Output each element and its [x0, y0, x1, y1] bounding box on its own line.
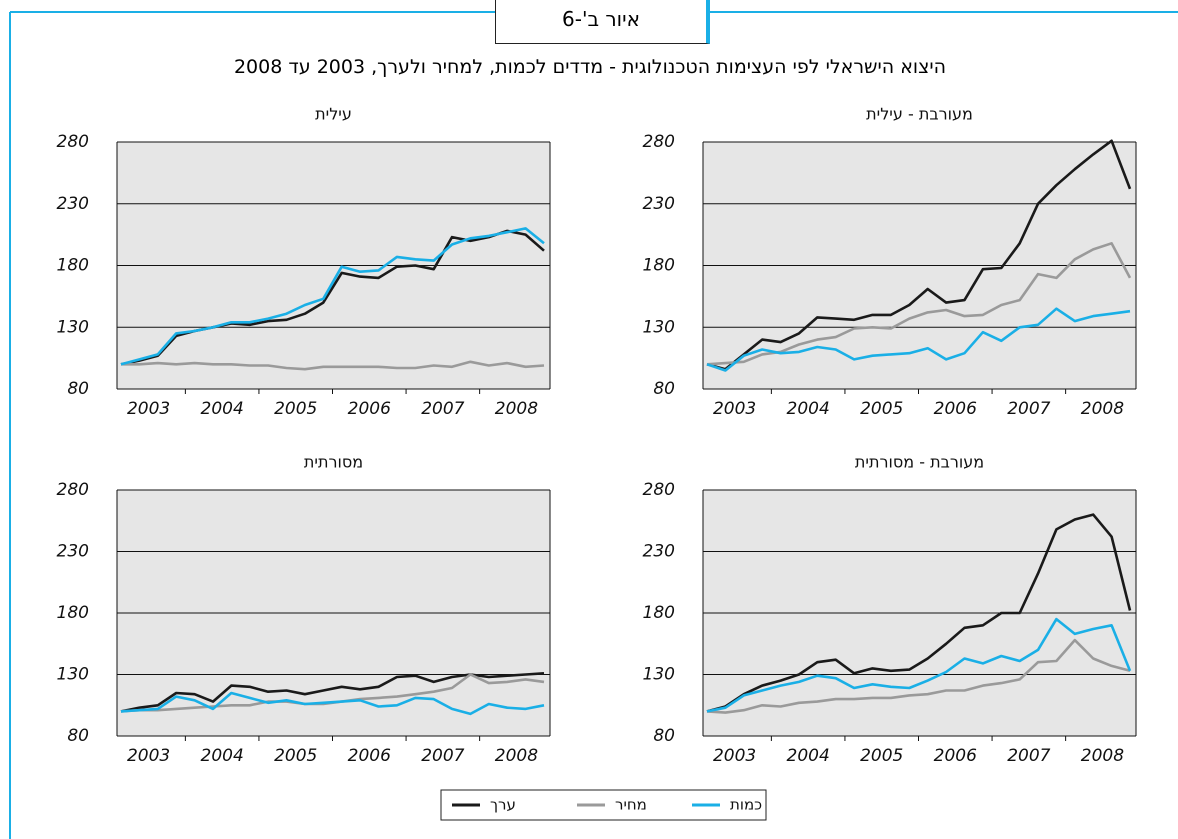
y-tick-label: 180 — [643, 603, 675, 623]
y-tick-label: 280 — [57, 132, 89, 152]
y-tick-label: 80 — [67, 726, 89, 746]
x-tick-label: 2003 — [127, 399, 170, 419]
series-line — [706, 638, 1131, 714]
figure-label: איור ב'-6 — [495, 0, 710, 44]
x-tick-label: 2006 — [934, 746, 977, 766]
x-tick-label: 2007 — [1007, 746, 1050, 766]
x-tick-label: 2003 — [127, 746, 170, 766]
panel-title: עילית — [315, 105, 352, 124]
x-tick-label: 2007 — [421, 399, 464, 419]
x-tick-label: 2008 — [495, 746, 538, 766]
x-tick-label: 2006 — [934, 399, 977, 419]
series-line — [706, 307, 1131, 372]
series-line — [120, 227, 545, 366]
series-line — [706, 513, 1132, 713]
y-tick-label: 280 — [643, 480, 675, 500]
y-tick-label: 230 — [643, 542, 675, 562]
y-tick-label: 80 — [67, 379, 89, 399]
x-tick-label: 2005 — [860, 746, 903, 766]
y-tick-label: 280 — [643, 132, 675, 152]
x-tick-label: 2004 — [201, 746, 244, 766]
y-tick-label: 130 — [57, 665, 89, 685]
y-tick-label: 130 — [643, 317, 675, 337]
legend-label: ערך — [490, 796, 516, 814]
y-tick-label: 130 — [57, 317, 89, 337]
panel-title: מעורבת - מסורתית — [855, 453, 984, 472]
y-tick-label: 180 — [57, 256, 89, 276]
y-tick-label: 230 — [643, 194, 675, 214]
y-tick-label: 280 — [57, 480, 89, 500]
series-line — [120, 691, 545, 716]
y-tick-label: 230 — [57, 194, 89, 214]
series-line — [706, 139, 1132, 371]
x-tick-label: 2006 — [348, 399, 391, 419]
series-line — [121, 360, 545, 371]
figure-title: היצוא הישראלי לפי העצימות הטכנולוגית - מ… — [233, 56, 947, 78]
x-tick-label: 2004 — [787, 399, 830, 419]
y-tick-label: 180 — [57, 603, 89, 623]
x-tick-label: 2004 — [201, 399, 244, 419]
panel-title: מעורבת - עילית — [866, 105, 973, 124]
x-tick-label: 2008 — [495, 399, 538, 419]
x-tick-label: 2008 — [1081, 399, 1124, 419]
x-tick-label: 2008 — [1081, 746, 1124, 766]
x-tick-label: 2003 — [713, 399, 756, 419]
x-tick-label: 2006 — [348, 746, 391, 766]
legend-label: מחיר — [615, 796, 647, 814]
y-tick-label: 180 — [643, 256, 675, 276]
series-line — [706, 617, 1132, 713]
x-tick-label: 2004 — [787, 746, 830, 766]
y-tick-label: 130 — [643, 665, 675, 685]
y-tick-label: 80 — [653, 379, 675, 399]
y-tick-label: 230 — [57, 542, 89, 562]
x-tick-label: 2005 — [274, 399, 317, 419]
x-tick-label: 2005 — [274, 746, 317, 766]
x-tick-label: 2005 — [860, 399, 903, 419]
x-tick-label: 2007 — [1007, 399, 1050, 419]
panel-title: מסורתית — [304, 453, 363, 472]
x-tick-label: 2003 — [713, 746, 756, 766]
legend-label: כמות — [730, 796, 762, 814]
x-tick-label: 2007 — [421, 746, 464, 766]
y-tick-label: 80 — [653, 726, 675, 746]
